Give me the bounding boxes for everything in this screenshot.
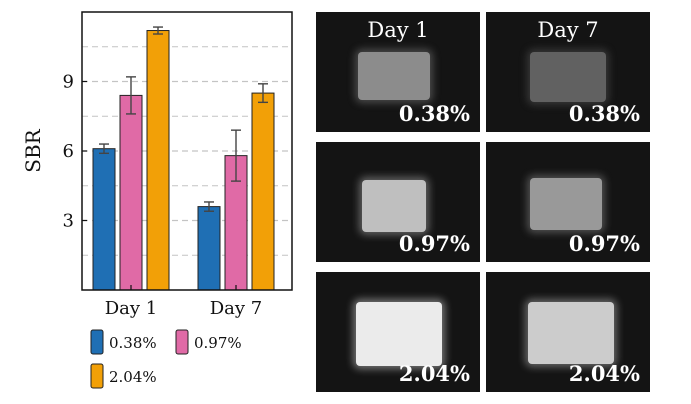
concentration-label: 0.38% xyxy=(568,101,640,126)
concentration-label: 2.04% xyxy=(568,361,640,386)
y-tick-label: 9 xyxy=(63,72,74,93)
concentration-label: 0.97% xyxy=(568,231,640,256)
concentration-label: 0.97% xyxy=(398,231,470,256)
legend-swatch xyxy=(175,329,189,355)
bars xyxy=(92,30,275,291)
sample-glow xyxy=(356,302,442,366)
y-tick-label: 6 xyxy=(63,141,74,162)
bar-0.38%-Day 1 xyxy=(92,148,116,291)
column-title: Day 7 xyxy=(537,18,599,42)
legend-entry: 0.97% xyxy=(194,334,242,352)
y-tick-label: 3 xyxy=(63,211,74,232)
sample-glow xyxy=(358,52,430,100)
concentration-label: 0.38% xyxy=(398,101,470,126)
legend-entry: 0.38% xyxy=(109,334,157,352)
x-axis-ticks: Day 1 Day 7 xyxy=(105,285,263,319)
x-tick-label: Day 1 xyxy=(105,298,158,319)
image-panel: 0.97% xyxy=(486,142,650,262)
column-title: Day 1 xyxy=(367,18,429,42)
legend: 0.38% 0.97% 2.04% xyxy=(90,329,242,389)
image-panel: 2.04% xyxy=(486,272,650,392)
image-panel: 2.04% xyxy=(316,272,480,392)
bar-0.38%-Day 7 xyxy=(197,206,221,291)
bar-chart: 3 6 9 Day 1 Day 7 SBR 0.38% 0.97% 2.04% xyxy=(21,11,293,389)
image-panel: Day 1 0.38% xyxy=(316,12,480,132)
image-panel: 0.97% xyxy=(316,142,480,262)
concentration-label: 2.04% xyxy=(398,361,470,386)
sample-glow xyxy=(530,52,606,102)
y-axis-ticks: 3 6 9 xyxy=(63,72,87,232)
image-panel: Day 7 0.38% xyxy=(486,12,650,132)
bar-0.97%-Day 1 xyxy=(119,94,143,291)
legend-swatch xyxy=(90,363,104,389)
legend-entry: 2.04% xyxy=(109,368,157,386)
y-axis-label: SBR xyxy=(21,128,45,172)
legend-swatch xyxy=(90,329,104,355)
x-tick-label: Day 7 xyxy=(210,298,263,319)
bar-2.04%-Day 7 xyxy=(251,92,275,291)
sample-glow xyxy=(530,178,602,230)
error-bars xyxy=(99,26,268,212)
bar-2.04%-Day 1 xyxy=(146,30,170,291)
grid-lines xyxy=(82,46,292,256)
sample-glow xyxy=(528,302,614,364)
sample-glow xyxy=(362,180,426,232)
